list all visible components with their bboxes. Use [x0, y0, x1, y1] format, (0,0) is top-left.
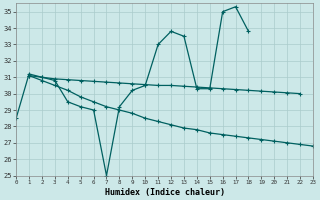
X-axis label: Humidex (Indice chaleur): Humidex (Indice chaleur): [105, 188, 225, 197]
